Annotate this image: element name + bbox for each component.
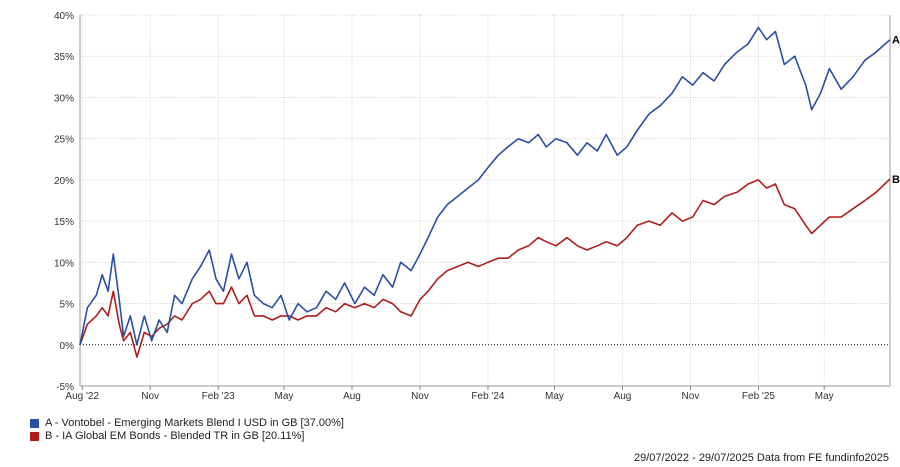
- series-end-label-b: B: [892, 174, 900, 186]
- y-tick-label: 0%: [60, 341, 75, 352]
- axes: [79, 15, 891, 390]
- legend-item-b: B - IA Global EM Bonds - Blended TR in G…: [30, 430, 344, 443]
- legend-label-a: A - Vontobel - Emerging Markets Blend I …: [45, 417, 344, 429]
- x-tick-label: May: [815, 391, 834, 402]
- x-tick-label: Nov: [141, 391, 159, 402]
- legend-item-a: A - Vontobel - Emerging Markets Blend I …: [30, 417, 344, 430]
- x-tick-label: May: [545, 391, 564, 402]
- x-tick-label: Nov: [411, 391, 429, 402]
- x-tick-label: Feb '23: [202, 391, 235, 402]
- series-lines: [79, 26, 891, 358]
- x-tick-label: Nov: [682, 391, 700, 402]
- series-end-label-a: A: [892, 35, 900, 47]
- grid-lines: [80, 14, 890, 387]
- y-tick-label: -5%: [56, 382, 74, 393]
- date-range-source-note: 29/07/2022 - 29/07/2025 Data from FE fun…: [633, 452, 889, 464]
- legend: A - Vontobel - Emerging Markets Blend I …: [30, 417, 344, 443]
- tick-labels: -5% 0% 5% 10% 15% 20% 25% 30% 35% 40% Aug '22 Nov Fe…: [54, 11, 900, 402]
- y-tick-label: 35%: [54, 52, 74, 63]
- performance-chart: -5% 0% 5% 10% 15% 20% 25% 30% 35% 40% Aug '22 Nov Fe…: [54, 11, 900, 402]
- y-tick-label: 25%: [54, 135, 74, 146]
- y-tick-label: 10%: [54, 258, 74, 269]
- legend-swatch-b: [30, 432, 39, 441]
- x-tick-label: Aug: [343, 391, 361, 402]
- y-tick-label: 30%: [54, 93, 74, 104]
- y-tick-label: 15%: [54, 217, 74, 228]
- x-tick-label: Aug '22: [65, 391, 99, 402]
- series-line-b: [79, 178, 891, 358]
- series-line-a: [79, 26, 891, 346]
- y-tick-label: 5%: [60, 300, 75, 311]
- y-tick-label: 40%: [54, 11, 74, 22]
- legend-swatch-a: [30, 419, 39, 428]
- x-tick-label: Feb '24: [471, 391, 504, 402]
- legend-label-b: B - IA Global EM Bonds - Blended TR in G…: [45, 430, 305, 442]
- y-tick-label: 20%: [54, 176, 74, 187]
- x-tick-label: Feb '25: [742, 391, 775, 402]
- x-tick-label: May: [275, 391, 294, 402]
- x-tick-label: Aug: [614, 391, 632, 402]
